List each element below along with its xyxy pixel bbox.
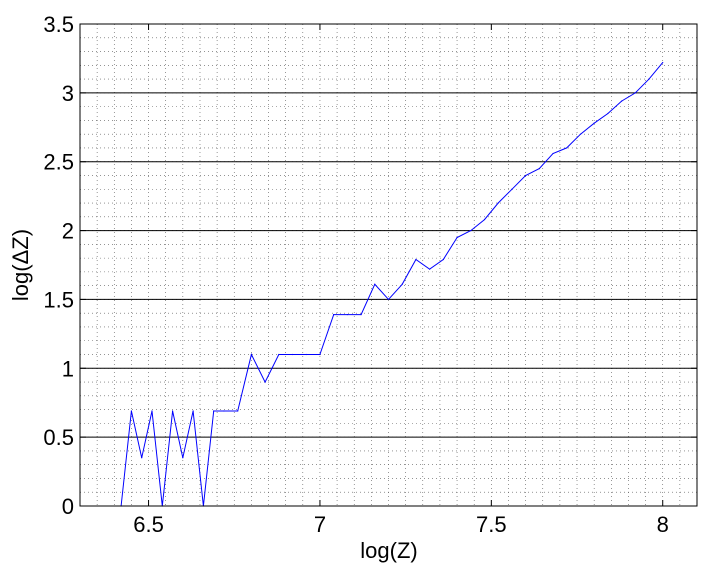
x-tick-label: 7.5 xyxy=(476,512,507,537)
data-point xyxy=(607,112,609,115)
y-tick-label: 3 xyxy=(62,81,74,106)
y-tick-label: 1 xyxy=(62,356,74,381)
data-point xyxy=(305,353,307,356)
major-grid xyxy=(80,92,697,438)
y-tick-label: 2 xyxy=(62,219,74,244)
tick-labels: 6.5 7 7.5 8 0 0.5 1 1.5 2 2.5 3 3.5 xyxy=(43,12,668,537)
data-point xyxy=(291,353,294,356)
data-point xyxy=(333,313,335,316)
data-point xyxy=(525,174,527,177)
minor-grid xyxy=(80,24,697,506)
y-tick-label: 0 xyxy=(62,494,74,519)
y-tick-label: 0.5 xyxy=(43,425,74,450)
x-tick-label: 7 xyxy=(314,512,326,537)
data-point xyxy=(278,353,280,356)
data-point xyxy=(401,283,403,285)
x-tick-label: 8 xyxy=(657,512,669,537)
y-tick-label: 1.5 xyxy=(43,287,74,312)
data-point xyxy=(182,457,184,459)
data-point xyxy=(374,283,376,285)
data-point xyxy=(648,78,650,80)
plot-frame xyxy=(79,23,698,507)
data-point xyxy=(151,410,153,412)
data-point xyxy=(213,410,215,412)
data-point xyxy=(415,258,417,261)
data-point xyxy=(483,218,486,221)
data-point xyxy=(497,202,499,204)
data-point xyxy=(429,268,431,270)
data-point xyxy=(470,229,472,232)
y-tick-label: 3.5 xyxy=(43,12,74,37)
y-axis-label: log(ΔZ) xyxy=(8,229,33,301)
y-tick-label: 2.5 xyxy=(43,150,74,175)
data-point xyxy=(237,410,239,412)
x-axis-label: log(Z) xyxy=(360,538,417,563)
data-point xyxy=(223,410,225,412)
data-point xyxy=(319,353,321,356)
data-point xyxy=(346,313,348,316)
data-point xyxy=(171,410,174,412)
data-point xyxy=(538,168,540,170)
data-point xyxy=(662,61,664,64)
data-point xyxy=(442,258,444,261)
data-point xyxy=(593,122,595,124)
data-point xyxy=(360,313,362,316)
data-point xyxy=(579,133,582,135)
data-point xyxy=(511,188,513,190)
data-point xyxy=(552,152,554,155)
x-tick-label: 6.5 xyxy=(133,512,164,537)
data-point xyxy=(387,298,390,301)
data-point xyxy=(192,410,194,412)
data-point xyxy=(250,353,252,356)
data-point xyxy=(620,100,623,102)
data-point xyxy=(634,92,636,94)
data-point xyxy=(456,236,458,239)
series-layer xyxy=(120,61,664,507)
data-point xyxy=(566,147,568,149)
axis-ticks xyxy=(80,23,697,507)
data-point xyxy=(130,410,133,412)
data-point xyxy=(264,381,266,383)
data-point xyxy=(141,457,143,459)
